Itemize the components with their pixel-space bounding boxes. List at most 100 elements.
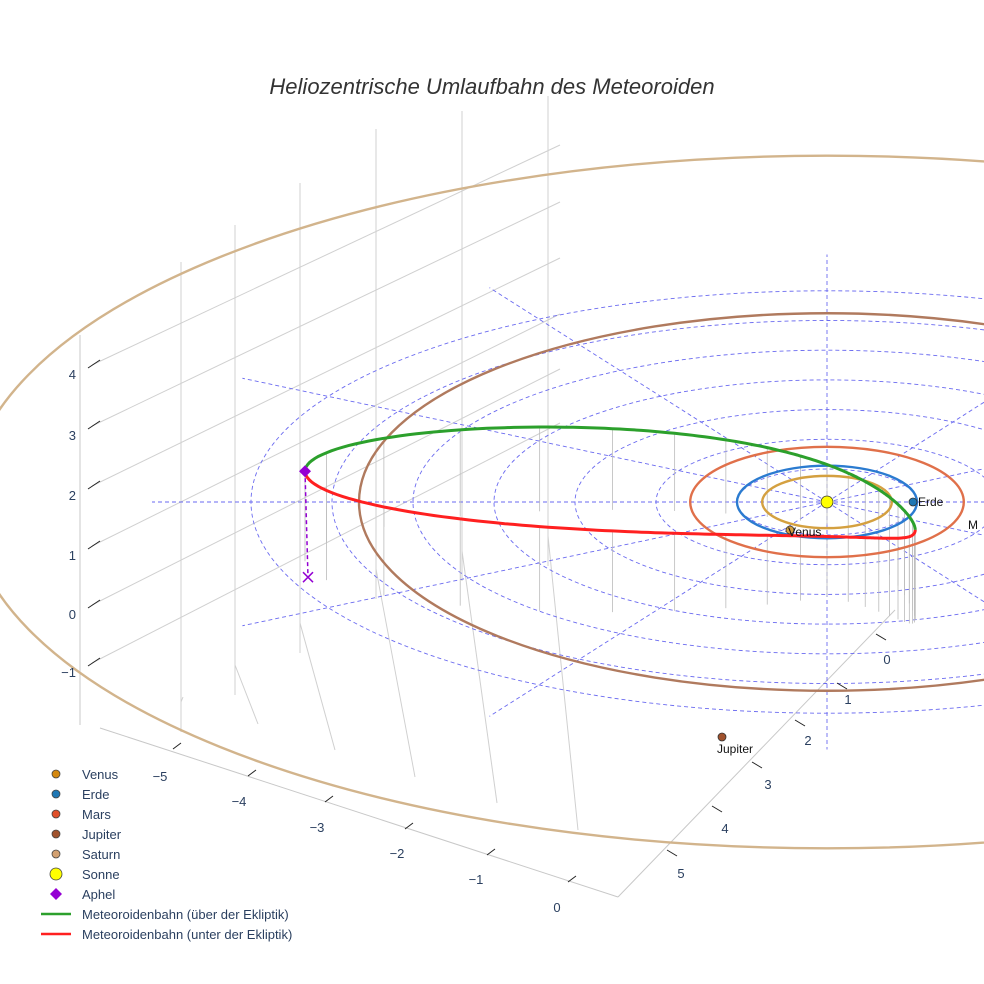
meteoroid-orbit-above	[303, 425, 917, 530]
meteoroid-orbit-below	[303, 472, 917, 540]
y-tick-label: 3	[764, 777, 771, 792]
legend-line-icon	[41, 932, 71, 936]
ecliptic-grid-spoke	[826, 501, 984, 536]
y-tick-label: 2	[804, 733, 811, 748]
legend-line-icon	[41, 912, 71, 916]
axis-edge	[99, 727, 619, 898]
legend-circle-icon	[51, 849, 61, 859]
legend-item-8[interactable]: Meteoroidenbahn (über der Ekliptik)	[38, 904, 292, 924]
chart-title: Heliozentrische Umlaufbahn des Meteoroid…	[269, 74, 715, 99]
legend-circle-icon	[49, 867, 63, 881]
legend-item-1[interactable]: Venus	[38, 764, 292, 784]
legend-label: Meteoroidenbahn (über der Ekliptik)	[82, 906, 289, 922]
wall-gridline	[91, 368, 561, 606]
y-tick-mark	[794, 719, 806, 727]
y-tick-label: 5	[677, 866, 684, 881]
z-tick-mark	[87, 359, 101, 369]
legend-label: Meteoroidenbahn (unter der Ekliptik)	[82, 926, 293, 942]
ecliptic-grid-spoke	[242, 377, 828, 503]
wall-gridline	[91, 422, 561, 664]
z-tick-mark	[87, 599, 101, 609]
legend-circle-icon	[51, 789, 61, 799]
body-venus-marker	[785, 525, 795, 535]
body-venus-label: Venus	[788, 525, 821, 539]
legend-label: Mars	[82, 806, 111, 822]
orbit-saturn	[0, 154, 984, 850]
body-sonne-marker	[820, 495, 834, 509]
orbit-venus	[761, 474, 894, 530]
z-tick-label: 3	[69, 428, 76, 443]
x-tick-label: −1	[469, 872, 484, 887]
z-tick-label: 4	[69, 367, 76, 382]
body-erde-label: Erde	[918, 495, 944, 509]
z-tick-label: −1	[61, 665, 76, 680]
legend-item-4[interactable]: Jupiter	[38, 824, 292, 844]
ecliptic-grid-spoke	[826, 468, 984, 503]
legend-item-5[interactable]: Saturn	[38, 844, 292, 864]
legend-label: Jupiter	[82, 826, 122, 842]
legend-item-9[interactable]: Meteoroidenbahn (unter der Ekliptik)	[38, 924, 292, 944]
y-tick-label: 4	[721, 821, 728, 836]
x-tick-mark	[404, 822, 414, 830]
wall-gridline	[91, 144, 561, 366]
legend-item-7[interactable]: Aphel	[38, 884, 292, 904]
floor-gridline	[547, 535, 579, 831]
y-tick-mark	[751, 761, 763, 769]
z-tick-label: 2	[69, 488, 76, 503]
x-tick-mark	[172, 742, 182, 750]
legend-circle-icon	[51, 829, 61, 839]
legend-label: Aphel	[82, 886, 116, 902]
wall-gridline	[91, 201, 561, 427]
wall-gridline	[91, 313, 561, 547]
floor-gridline	[375, 568, 416, 778]
legend-item-6[interactable]: Sonne	[38, 864, 292, 884]
legend-circle-swatch	[51, 769, 61, 779]
body-jupiter-label: Jupiter	[717, 742, 753, 756]
ecliptic-grid-spoke	[242, 501, 828, 627]
legend-circle-icon	[51, 809, 61, 819]
legend-label: Saturn	[82, 846, 121, 862]
orbit-stems	[304, 427, 916, 624]
body-markers: Venus Erde M Jupiter	[299, 465, 978, 756]
aphelion-projection-marker	[302, 571, 314, 583]
ecliptic-grid-spoke	[489, 501, 828, 717]
x-tick-label: −4	[232, 794, 247, 809]
legend-item-3[interactable]: Mars	[38, 804, 292, 824]
z-tick-mark	[87, 420, 101, 430]
x-tick-mark	[247, 769, 257, 777]
y-tick-mark	[836, 682, 848, 690]
floor-gridline	[299, 622, 336, 751]
ecliptic-grid-ring	[331, 320, 984, 684]
z-tick-label: 0	[69, 607, 76, 622]
ecliptic-grid-spoke	[489, 287, 828, 503]
y-tick-label: 1	[844, 692, 851, 707]
ecliptic-grid-spoke	[826, 401, 984, 503]
meteoroid-orbit	[303, 425, 917, 578]
ecliptic-polar-grid	[152, 254, 984, 750]
aphelion-drop-line	[304, 471, 309, 578]
z-tick-label: 1	[69, 548, 76, 563]
legend[interactable]: Venus Erde Mars Jupiter Saturn Sonne Aphel Mete…	[38, 764, 292, 944]
y-tick-mark	[875, 633, 887, 641]
orbit-mars	[689, 445, 966, 559]
y-tick-label: 0	[883, 652, 890, 667]
legend-diamond-icon	[50, 888, 62, 900]
axis-edge	[617, 609, 896, 898]
legend-circle-swatch	[49, 867, 63, 881]
legend-diamond-swatch	[50, 888, 62, 900]
z-tick-mark	[87, 540, 101, 550]
legend-circle-swatch	[51, 789, 61, 799]
x-tick-mark	[486, 848, 496, 856]
floor-gridline	[461, 550, 498, 804]
legend-circle-swatch	[51, 809, 61, 819]
legend-label: Venus	[82, 766, 119, 782]
floor-gridline	[234, 664, 259, 725]
wall-gridline	[91, 257, 561, 487]
x-tick-label: −5	[153, 769, 168, 784]
legend-label: Erde	[82, 786, 110, 802]
legend-item-2[interactable]: Erde	[38, 784, 292, 804]
legend-label: Sonne	[82, 866, 120, 882]
x-tick-label: −3	[310, 820, 325, 835]
x-tick-mark	[324, 795, 334, 803]
